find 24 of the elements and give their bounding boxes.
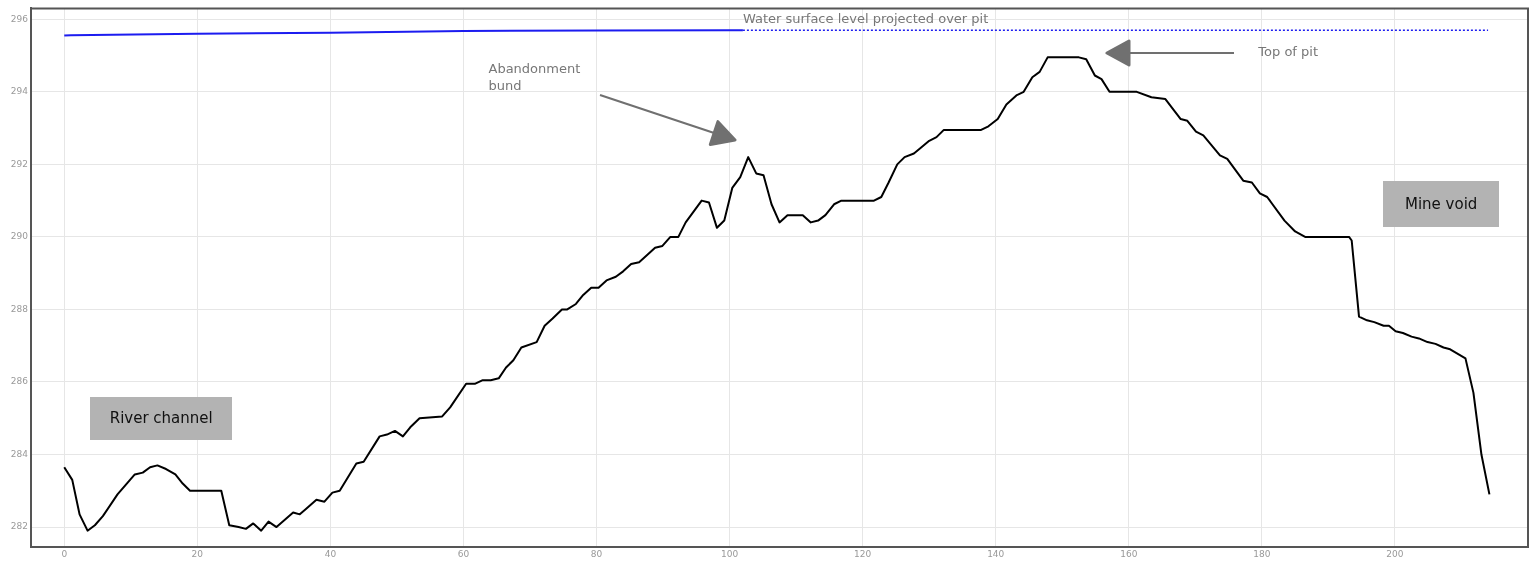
x-tick-label: 40	[324, 548, 337, 559]
y-tick-label: 292	[10, 158, 28, 169]
annotation: Top of pit	[1258, 43, 1319, 61]
x-tick-label: 180	[1253, 548, 1271, 559]
annotation: River channel	[90, 396, 233, 440]
y-tick-label: 286	[10, 376, 29, 387]
x-tick-label: 160	[1120, 548, 1138, 559]
x-tick-label: 200	[1386, 548, 1404, 559]
x-tick-label: 120	[854, 548, 872, 559]
annotation: Water surface level projected over pit	[742, 10, 989, 28]
x-tick-label: 100	[721, 548, 739, 559]
y-tick-label: 290	[10, 231, 29, 242]
x-tick-label: 20	[191, 548, 204, 559]
y-tick-label: 294	[10, 86, 29, 97]
x-tick-label: 0	[61, 548, 68, 559]
y-tick-label: 282	[10, 521, 28, 532]
y-tick-label: 296	[10, 13, 29, 24]
x-tick-label: 60	[457, 548, 470, 559]
annotation: Abandonment bund	[488, 60, 582, 95]
y-tick-label: 288	[10, 303, 29, 314]
y-tick-label: 284	[10, 448, 29, 459]
annotation: Mine void	[1383, 181, 1500, 228]
x-tick-label: 80	[590, 548, 603, 559]
x-tick-label: 140	[987, 548, 1005, 559]
